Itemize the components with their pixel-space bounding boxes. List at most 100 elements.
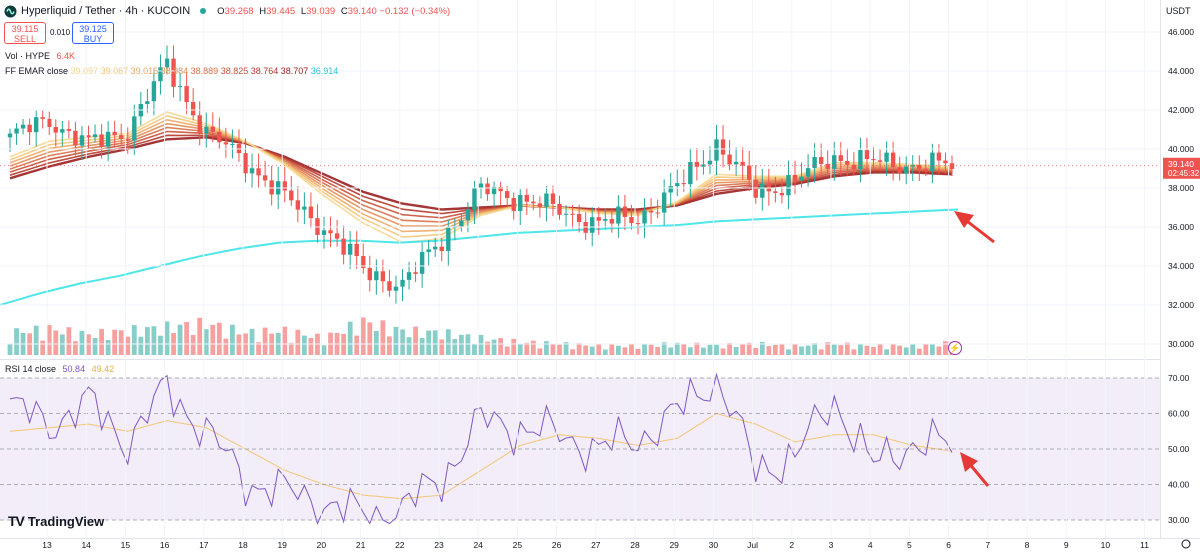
price-tick-label: 46.000	[1168, 27, 1194, 37]
chart-header: Hyperliquid / Tether · 4h · KUCOIN O39.2…	[0, 0, 450, 22]
volume-bar	[563, 342, 569, 355]
rsi-tick-label: 60.00	[1168, 409, 1190, 419]
candle-body	[740, 161, 745, 166]
volume-bar	[387, 336, 392, 355]
volume-bar	[655, 347, 661, 355]
annotation-arrowhead	[954, 211, 974, 228]
settings-icon	[1181, 539, 1191, 549]
emar-value-0: 39.097	[70, 66, 99, 76]
price-tick-label: 36.000	[1168, 222, 1194, 232]
candle-body	[413, 272, 418, 274]
candle-body	[923, 168, 929, 171]
high-label: H	[259, 5, 267, 17]
candle-body	[851, 164, 857, 170]
emar-legend-values: 39.097 39.067 39.015 38.984 38.889 38.82…	[71, 66, 339, 76]
buy-button[interactable]: 39.125 BUY	[72, 22, 114, 44]
candle-body	[537, 203, 543, 207]
candle-body	[688, 162, 693, 185]
volume-bar	[772, 344, 778, 355]
volume-bar	[759, 342, 765, 355]
candle-body	[374, 271, 379, 281]
time-tick-label: 14	[81, 540, 91, 550]
candle-body	[86, 135, 91, 138]
volume-bar	[550, 344, 556, 355]
candle-body	[40, 117, 45, 119]
emar-legend-name: FF EMAR close	[5, 66, 69, 76]
rsi-tick-label: 30.00	[1168, 515, 1190, 525]
candle-body	[707, 160, 713, 165]
candle-body	[249, 168, 255, 174]
candle-body	[472, 187, 477, 210]
candle-body	[864, 150, 870, 160]
volume-bar	[674, 342, 680, 355]
candle-body	[433, 246, 438, 250]
candle-body	[177, 86, 183, 88]
volume-bar	[792, 343, 798, 355]
volume-bar	[877, 343, 883, 355]
candle-body	[838, 155, 843, 161]
lightning-icon[interactable]: ⚡	[948, 341, 962, 355]
volume-bar	[576, 343, 582, 355]
symbol-title[interactable]: Hyperliquid / Tether · 4h · KUCOIN	[21, 5, 191, 17]
rsi-ma-line	[9, 412, 953, 500]
last-price-label: 39.140	[1168, 159, 1194, 169]
candle-body	[73, 130, 78, 146]
candle-body	[7, 133, 13, 138]
tradingview-logo-text: TradingView	[27, 513, 105, 529]
volume-bar	[844, 342, 850, 355]
candle-body	[897, 167, 902, 174]
close-value: 39.140	[347, 5, 377, 17]
volume-bar	[786, 349, 791, 355]
volume-bar	[530, 340, 536, 355]
candle-body	[805, 168, 811, 177]
candle-body	[727, 154, 732, 165]
candle-body	[361, 256, 366, 268]
volume-bar	[59, 334, 65, 355]
candle-body	[491, 186, 497, 195]
volume-bar	[923, 343, 929, 355]
volume-bar	[158, 335, 163, 355]
price-tick-label: 42.000	[1168, 105, 1194, 115]
volume-bar	[903, 347, 909, 355]
volume-bar	[701, 347, 706, 355]
candle-body	[204, 126, 209, 134]
emar-value-4: 38.889	[188, 66, 219, 76]
volume-bar	[151, 326, 157, 355]
time-tick-label: 7	[985, 540, 990, 550]
rsi-layer	[9, 372, 953, 525]
candle-body	[616, 206, 621, 224]
candle-body	[622, 206, 628, 217]
ohlc-values: O39.268 H39.445 L39.039 C39.140 −0.132 (…	[214, 6, 450, 17]
volume-bar	[864, 345, 870, 355]
volume-bar	[177, 324, 183, 355]
candle-body	[20, 124, 26, 129]
emar-legend[interactable]: FF EMAR close 39.097 39.067 39.015 38.98…	[5, 66, 338, 76]
volume-bar	[203, 329, 209, 355]
candle-body	[459, 220, 464, 227]
candles-layer	[7, 45, 955, 304]
low-value: 39.039	[306, 5, 336, 17]
volume-legend[interactable]: Vol · HYPE 6.4K	[5, 51, 75, 61]
candle-body	[812, 157, 817, 169]
candle-body	[354, 243, 359, 257]
volume-bar	[615, 345, 621, 355]
low-label: L	[300, 5, 307, 17]
volume-bar	[432, 330, 438, 355]
volume-bar	[517, 343, 523, 355]
currency-label[interactable]: USDT	[1166, 6, 1191, 16]
time-tick-label: 30	[709, 540, 719, 550]
volume-bar	[7, 343, 13, 355]
volume-bar	[537, 348, 543, 355]
sell-button[interactable]: 39.115 SELL	[4, 22, 46, 44]
time-tick-label: 10	[1101, 540, 1111, 550]
candle-body	[341, 238, 346, 255]
rsi-legend[interactable]: RSI 14 close 50.84 49.42	[5, 364, 114, 374]
time-tick-label: 18	[238, 540, 248, 550]
candle-body	[720, 139, 726, 155]
volume-bar	[687, 347, 693, 355]
sell-label: SELL	[13, 34, 37, 44]
volume-bar	[452, 339, 458, 355]
